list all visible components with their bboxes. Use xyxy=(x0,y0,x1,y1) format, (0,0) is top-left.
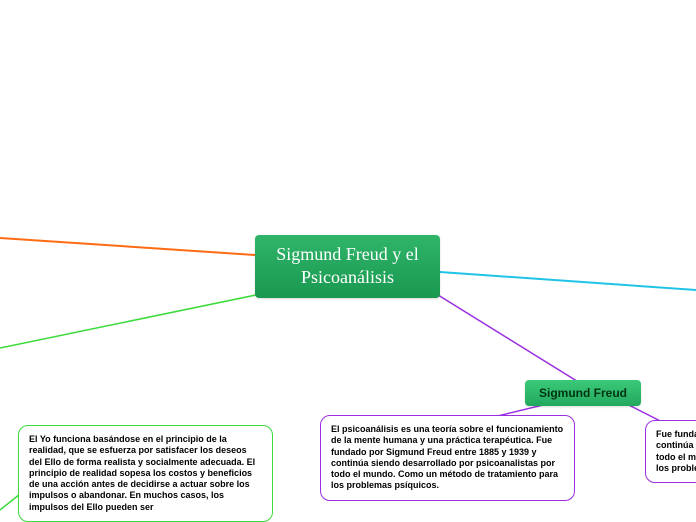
edge xyxy=(430,290,580,383)
text-box-fundado: Fue fundado por Sigmund Freud entre 1885… xyxy=(645,420,696,483)
center-node[interactable]: Sigmund Freud y el Psicoanálisis xyxy=(255,235,440,298)
text-box-psicoanalisis: El psicoanálisis es una teoría sobre el … xyxy=(320,415,575,501)
edge xyxy=(0,290,280,348)
text-box-content: El psicoanálisis es una teoría sobre el … xyxy=(331,424,563,490)
center-node-label: Sigmund Freud y el Psicoanálisis xyxy=(276,244,419,287)
text-box-content: Fue fundado por Sigmund Freud entre 1885… xyxy=(656,429,696,473)
text-box-content: El Yo funciona basándose en el principio… xyxy=(29,434,255,512)
edge xyxy=(440,272,696,290)
text-box-yo: El Yo funciona basándose en el principio… xyxy=(18,425,273,522)
sub-node-sigmund[interactable]: Sigmund Freud xyxy=(525,380,641,406)
sub-node-label: Sigmund Freud xyxy=(539,386,627,400)
edge xyxy=(0,238,255,255)
